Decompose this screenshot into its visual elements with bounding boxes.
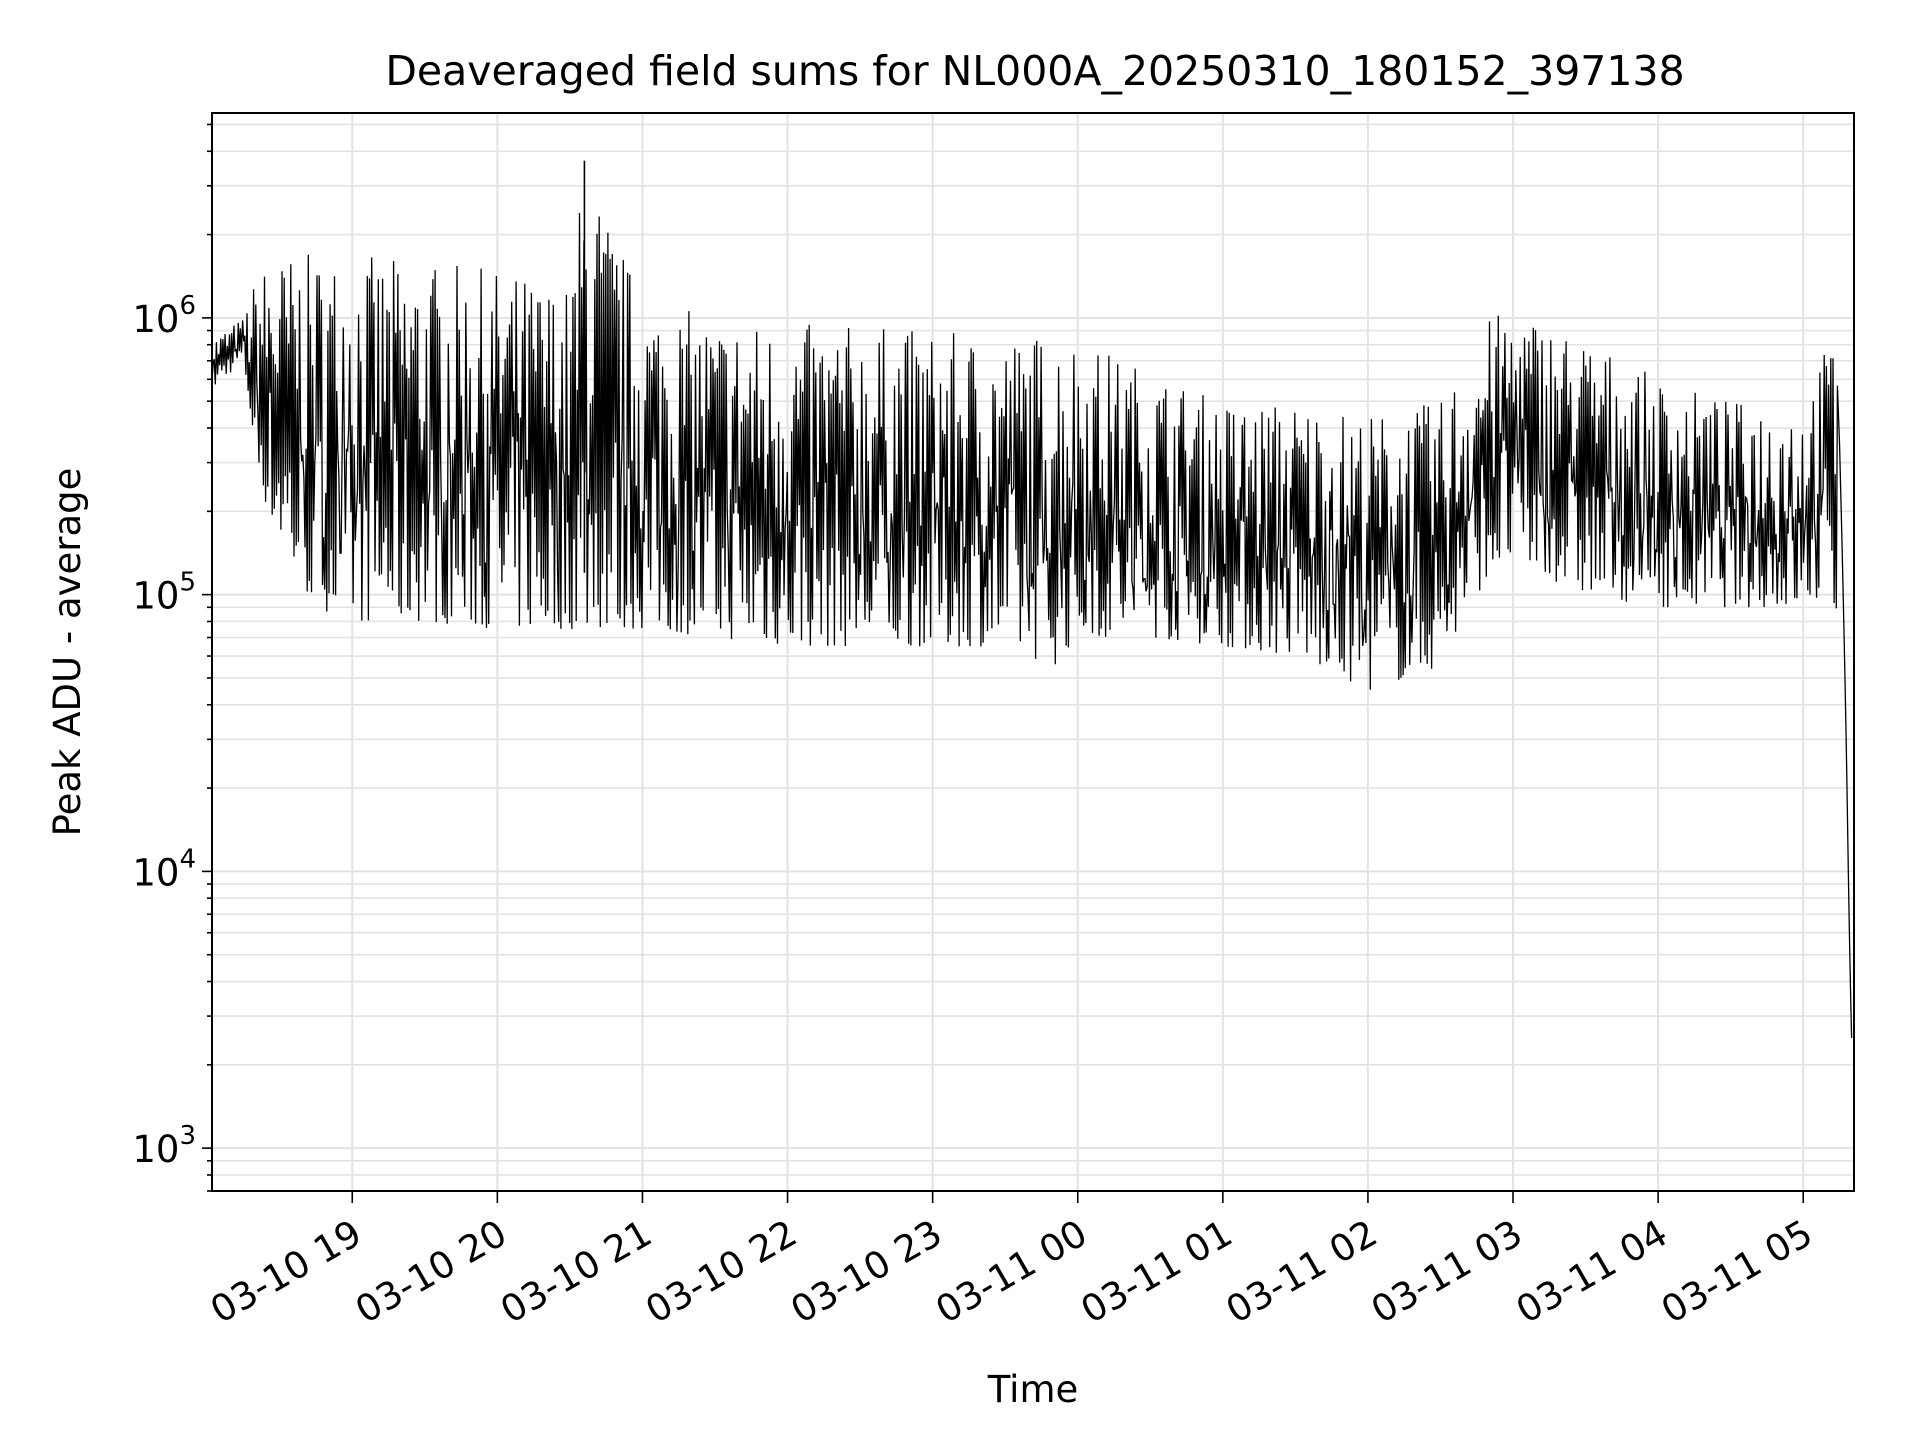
x-tick-label: 03-10 21 — [493, 1212, 659, 1332]
x-tick-label: 03-11 04 — [1509, 1212, 1675, 1332]
x-tick-label: 03-10 20 — [348, 1212, 514, 1332]
y-tick-label: 105 — [132, 568, 196, 618]
x-tick-label: 03-11 02 — [1219, 1212, 1385, 1332]
x-tick-label: 03-11 03 — [1364, 1212, 1530, 1332]
series-line — [212, 160, 1853, 1039]
y-tick-label-exponent: 6 — [179, 291, 196, 321]
y-tick-label: 106 — [132, 291, 196, 341]
x-axis-label: Time — [987, 1368, 1079, 1411]
y-tick-label-exponent: 4 — [179, 844, 196, 874]
y-axis: 103 104 105 106 — [132, 123, 212, 1192]
grid — [212, 113, 1854, 1192]
series-path — [212, 212, 1853, 1039]
plot-frame — [211, 112, 1855, 1192]
y-tick-label: 103 — [132, 1121, 196, 1171]
x-tick-label: 03-10 19 — [203, 1212, 369, 1332]
y-axis-label: Peak ADU - average — [46, 468, 89, 837]
chart-title: Deaveraged field sums for NL000A_2025031… — [385, 47, 1684, 95]
x-tick-label: 03-10 23 — [784, 1212, 950, 1332]
y-tick-label-exponent: 3 — [179, 1121, 196, 1151]
y-tick-label-exponent: 5 — [179, 568, 196, 598]
x-tick-label: 03-11 00 — [929, 1212, 1095, 1332]
x-tick-label: 03-10 22 — [638, 1212, 804, 1332]
x-tick-label: 03-11 01 — [1074, 1212, 1240, 1332]
x-tick-label: 03-11 05 — [1654, 1212, 1820, 1332]
y-tick-label: 104 — [132, 844, 196, 894]
